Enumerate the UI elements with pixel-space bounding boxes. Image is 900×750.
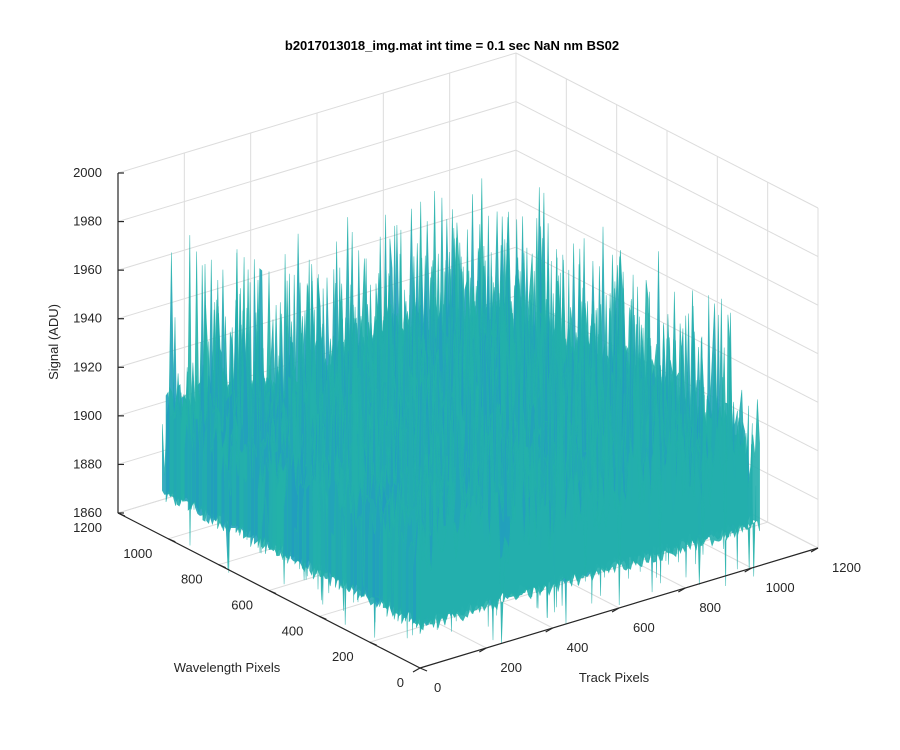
x-tick-label: 0 <box>434 680 441 695</box>
wall-grid-line <box>117 52 517 174</box>
z-tick-label: 1980 <box>73 214 102 229</box>
x-tick <box>545 627 553 633</box>
y-tick <box>369 641 377 646</box>
y-tick-label: 600 <box>231 598 253 613</box>
x-tick-label: 600 <box>633 620 655 635</box>
y-tick-label: 200 <box>332 649 354 664</box>
y-tick <box>268 589 277 595</box>
z-tick-label: 1900 <box>73 408 102 423</box>
z-tick-label: 1860 <box>73 505 102 520</box>
wall-grid-line <box>117 198 517 320</box>
tick-labels: 1860188019001920194019601980200002004006… <box>73 165 861 695</box>
z-tick-label: 2000 <box>73 165 102 180</box>
y-tick-label: 800 <box>181 572 203 587</box>
y-tick-label: 1200 <box>73 520 102 535</box>
x-tick <box>412 667 421 673</box>
y-tick <box>117 512 126 517</box>
z-axis-label: Signal (ADU) <box>46 304 61 380</box>
z-tick-label: 1880 <box>73 456 102 471</box>
surface-ribbon <box>419 314 760 644</box>
x-tick-label: 800 <box>699 600 721 615</box>
y-tick-label: 0 <box>397 675 404 690</box>
wall-grid-line <box>117 149 517 271</box>
wall-grid-line <box>515 52 819 209</box>
z-tick-label: 1920 <box>73 359 102 374</box>
wall-grid-line <box>117 101 517 223</box>
x-tick-label: 1000 <box>766 580 795 595</box>
x-axis-label: Track Pixels <box>579 670 650 685</box>
wall-grid-line <box>515 149 819 306</box>
y-tick <box>419 667 428 672</box>
z-tick-label: 1960 <box>73 262 102 277</box>
y-tick-label: 1000 <box>123 546 152 561</box>
wall-grid-line <box>515 246 819 403</box>
y-axis-label: Wavelength Pixels <box>174 660 281 675</box>
chart-title: b2017013018_img.mat int time = 0.1 sec N… <box>285 38 619 53</box>
x-tick <box>810 547 819 553</box>
x-tick-label: 1200 <box>832 560 861 575</box>
y-tick-label: 400 <box>282 623 304 638</box>
x-tick <box>744 567 752 573</box>
x-tick-label: 200 <box>500 660 522 675</box>
wall-grid-line <box>515 198 819 355</box>
y-tick <box>218 564 226 569</box>
y-tick <box>319 615 327 620</box>
z-tick-label: 1940 <box>73 311 102 326</box>
x-tick <box>678 587 686 593</box>
x-tick-label: 400 <box>567 640 589 655</box>
wall-grid-line <box>515 101 819 258</box>
x-tick <box>479 647 487 653</box>
x-tick <box>611 607 620 613</box>
surface-mesh <box>162 178 760 644</box>
y-tick <box>168 538 176 543</box>
axes <box>117 172 819 673</box>
